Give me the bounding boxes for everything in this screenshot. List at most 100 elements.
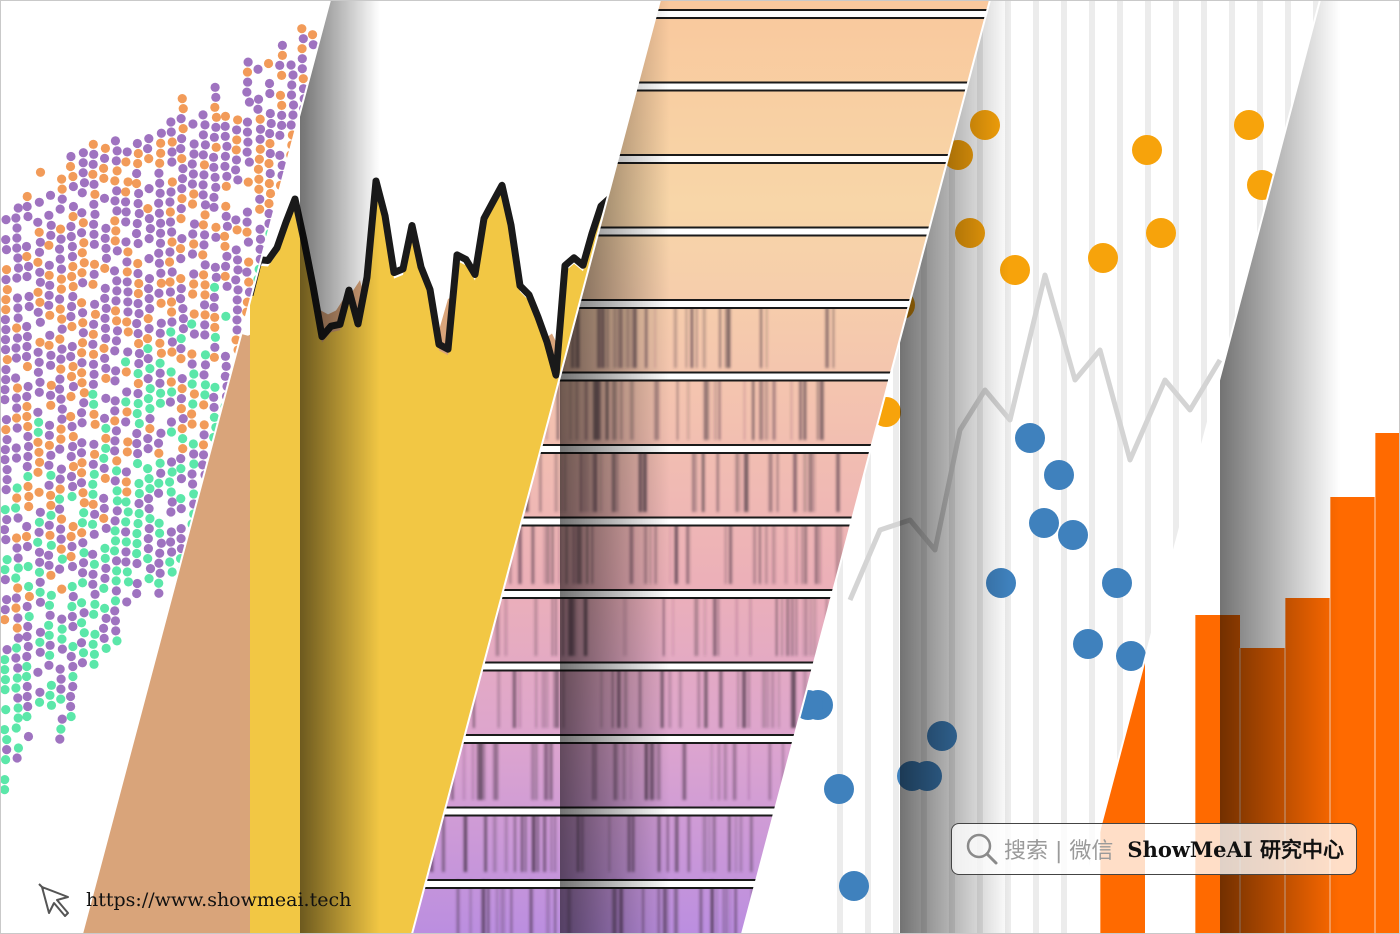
- strip-separator: [412, 446, 990, 452]
- dot: [242, 127, 253, 137]
- dot: [155, 238, 166, 248]
- dot: [112, 636, 122, 646]
- dot: [76, 448, 87, 458]
- dot: [35, 507, 45, 517]
- dot: [76, 468, 87, 478]
- dot: [200, 380, 211, 390]
- dot: [68, 171, 78, 182]
- dot: [57, 194, 67, 204]
- dot: [33, 287, 43, 297]
- dot: [99, 503, 109, 513]
- dot: [154, 168, 164, 178]
- dot: [100, 473, 110, 483]
- dot: [178, 324, 189, 334]
- barcode-mark: [442, 808, 445, 872]
- dot: [122, 597, 132, 607]
- barcode-mark: [795, 592, 798, 656]
- dot: [56, 674, 66, 684]
- barcode-mark: [504, 808, 508, 872]
- barcode-mark: [723, 736, 727, 800]
- dot: [165, 287, 176, 297]
- dot: [264, 208, 274, 219]
- dot: [1, 215, 11, 225]
- dot: [297, 24, 307, 34]
- dot: [297, 44, 307, 54]
- barcode-mark: [687, 808, 691, 872]
- dot: [110, 196, 120, 206]
- dot: [143, 544, 153, 554]
- dot: [57, 314, 67, 324]
- dot: [89, 399, 99, 409]
- dot: [154, 198, 164, 208]
- dot: [34, 357, 44, 367]
- dot: [222, 141, 232, 151]
- dot: [54, 294, 65, 304]
- dot: [45, 330, 55, 340]
- dot: [155, 228, 166, 238]
- barcode-mark: [695, 304, 698, 368]
- blue-dot: [1116, 641, 1146, 671]
- dot: [2, 555, 12, 565]
- dot: [176, 254, 186, 264]
- dot: [265, 108, 275, 119]
- dot: [121, 417, 131, 427]
- barcode-mark: [790, 376, 793, 440]
- dot: [1, 295, 11, 305]
- dot: [134, 358, 144, 369]
- barcode-mark: [718, 736, 720, 800]
- dot: [243, 137, 253, 147]
- dot: [232, 305, 243, 315]
- dot: [0, 755, 11, 765]
- dot: [54, 504, 65, 514]
- barcode-mark: [712, 808, 715, 872]
- dot: [166, 377, 176, 387]
- dot: [77, 208, 87, 218]
- dot: [145, 384, 155, 394]
- dot: [242, 67, 253, 77]
- dot: [34, 197, 44, 207]
- dot: [34, 387, 44, 397]
- dot: [298, 74, 308, 84]
- dot: [286, 120, 296, 130]
- dot: [188, 439, 198, 449]
- dot: [167, 177, 177, 187]
- barcode-mark: [744, 448, 746, 512]
- dot: [198, 130, 208, 140]
- dot: [55, 484, 65, 494]
- dot: [167, 147, 177, 157]
- barcode-mark: [835, 520, 839, 584]
- barcode-mark: [728, 808, 731, 872]
- dot: [2, 475, 12, 485]
- barcode-mark: [719, 664, 723, 728]
- dot: [110, 416, 120, 426]
- dot: [89, 659, 99, 669]
- dot: [144, 294, 154, 304]
- dot: [167, 467, 177, 477]
- dot: [12, 243, 22, 253]
- barcode-mark: [743, 664, 747, 728]
- dot: [66, 231, 76, 242]
- dot: [12, 483, 22, 493]
- dot: [134, 418, 144, 429]
- dot: [209, 282, 220, 292]
- dot: [1, 375, 11, 385]
- barcode-mark: [554, 808, 556, 872]
- dot: [35, 647, 45, 657]
- dot: [57, 714, 67, 724]
- barcode-mark: [768, 448, 773, 512]
- dot: [123, 177, 133, 187]
- dot: [244, 97, 255, 107]
- dot: [23, 471, 33, 482]
- dot: [35, 267, 45, 277]
- dot: [12, 233, 22, 243]
- dot: [88, 479, 98, 489]
- dot: [167, 567, 177, 577]
- dot: [55, 664, 65, 674]
- dot: [23, 441, 34, 452]
- dot: [145, 424, 155, 434]
- dot: [145, 364, 155, 374]
- dot: [1, 485, 11, 495]
- dot: [122, 407, 132, 417]
- dot: [22, 461, 32, 472]
- strip-separator: [412, 591, 990, 597]
